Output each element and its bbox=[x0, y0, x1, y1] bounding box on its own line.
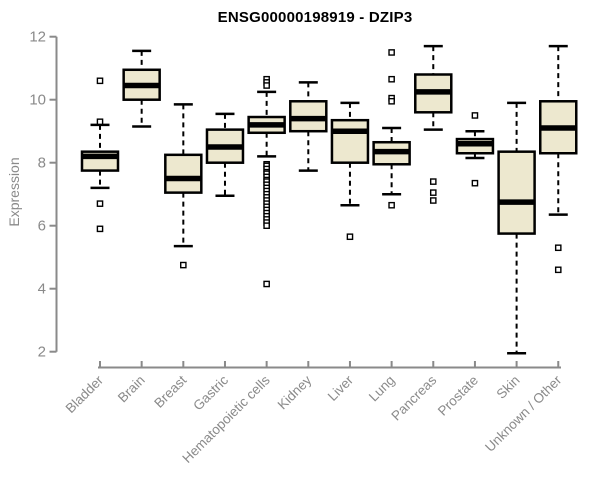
boxplot-gastric bbox=[205, 112, 245, 198]
y-tick-label: 8 bbox=[38, 155, 46, 172]
outlier-point bbox=[263, 82, 270, 89]
outlier-point bbox=[554, 244, 562, 252]
boxplot-brain bbox=[122, 49, 161, 128]
y-tick-label: 10 bbox=[29, 92, 46, 109]
chart-title: ENSG00000198919 - DZIP3 bbox=[217, 9, 413, 26]
x-tick-label-brain: Brain bbox=[115, 373, 148, 406]
x-tick-label-breast: Breast bbox=[151, 372, 189, 410]
x-tick-label-bladder: Bladder bbox=[63, 372, 107, 416]
outlier-point bbox=[388, 75, 395, 83]
x-tick-label-prostate: Prostate bbox=[435, 373, 481, 419]
y-tick-label: 6 bbox=[38, 218, 46, 235]
outlier-point bbox=[429, 197, 437, 204]
boxplot-pancreas bbox=[414, 44, 453, 204]
outlier-point bbox=[429, 189, 437, 196]
x-tick-label-gastric: Gastric bbox=[190, 372, 231, 413]
outlier-point bbox=[96, 118, 104, 126]
outlier-point bbox=[471, 112, 479, 119]
boxplot-unknown-other bbox=[539, 44, 578, 274]
outlier-point bbox=[96, 200, 104, 207]
x-tick-label-kidney: Kidney bbox=[275, 372, 315, 412]
outlier-point bbox=[388, 97, 395, 105]
boxplot-prostate bbox=[455, 112, 495, 187]
x-tick-label-liver: Liver bbox=[325, 372, 357, 404]
outlier-point bbox=[554, 266, 562, 274]
boxplot-skin bbox=[497, 101, 536, 355]
outlier-point bbox=[388, 49, 395, 56]
y-tick-label: 4 bbox=[38, 281, 46, 298]
boxplot-hematopoietic-cells bbox=[247, 75, 286, 288]
x-tick-label-unknown-other: Unknown / Other bbox=[482, 372, 565, 455]
y-tick-label: 12 bbox=[29, 29, 46, 46]
outlier-point bbox=[96, 225, 104, 233]
outlier-point bbox=[471, 179, 479, 187]
outlier-point bbox=[96, 77, 104, 85]
boxplot-bladder bbox=[80, 77, 120, 233]
box-rect bbox=[497, 150, 536, 235]
outlier-point bbox=[263, 222, 270, 230]
box-rect bbox=[164, 153, 203, 194]
outlier-point bbox=[429, 178, 437, 185]
x-tick-label-lung: Lung bbox=[366, 373, 398, 405]
boxplot-lung bbox=[372, 49, 411, 209]
box-rect bbox=[330, 118, 370, 164]
outlier-point bbox=[388, 201, 395, 209]
boxplot-liver bbox=[330, 101, 370, 241]
outlier-point bbox=[180, 261, 187, 269]
outlier-point bbox=[346, 233, 354, 241]
boxplot-kidney bbox=[289, 81, 328, 172]
boxplot-breast bbox=[164, 103, 203, 269]
outlier-point bbox=[263, 280, 270, 288]
y-tick-label: 2 bbox=[38, 344, 46, 361]
x-tick-label-skin: Skin bbox=[494, 373, 523, 402]
x-tick-label-pancreas: Pancreas bbox=[388, 372, 439, 423]
